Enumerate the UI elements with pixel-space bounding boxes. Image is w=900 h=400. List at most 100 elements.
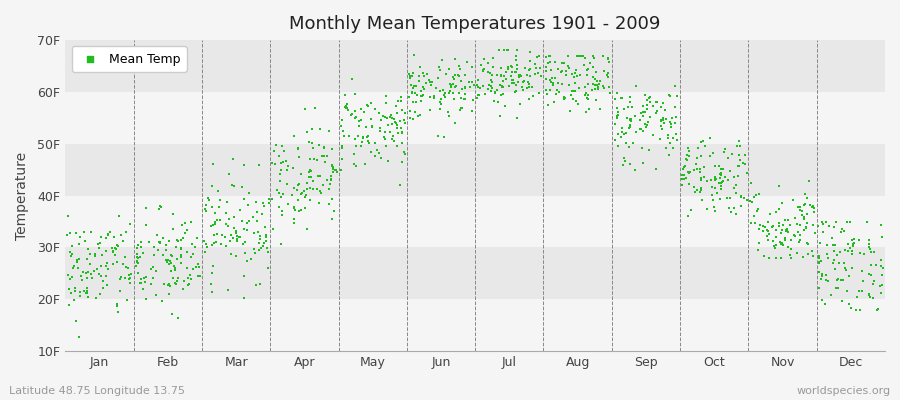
Point	[522, 96, 536, 102]
Point	[310, 186, 325, 192]
Point	[112, 213, 127, 220]
Point	[61, 302, 76, 308]
Point	[670, 93, 685, 99]
Point	[434, 100, 448, 107]
Point	[572, 100, 586, 107]
Point	[130, 251, 144, 257]
Point	[590, 69, 604, 76]
Point	[580, 92, 595, 98]
Point	[359, 124, 374, 130]
Point	[752, 226, 766, 232]
Point	[615, 125, 629, 132]
Point	[681, 145, 696, 151]
Point	[860, 218, 874, 225]
Point	[568, 88, 582, 94]
Point	[354, 142, 368, 149]
Point	[758, 223, 772, 230]
Point	[476, 68, 491, 74]
Point	[452, 72, 466, 79]
Point	[694, 174, 708, 181]
Point	[565, 71, 580, 77]
Point	[324, 196, 338, 202]
Point	[812, 253, 826, 259]
Point	[423, 79, 437, 86]
Point	[692, 188, 706, 195]
Point	[745, 198, 760, 205]
Point	[542, 52, 556, 59]
Point	[274, 167, 288, 173]
Point	[443, 88, 457, 94]
Point	[338, 104, 352, 110]
Point	[867, 249, 881, 255]
Point	[219, 221, 233, 228]
Point	[724, 209, 738, 216]
Point	[92, 271, 106, 278]
Point	[589, 69, 603, 76]
Point	[61, 213, 76, 220]
Point	[862, 237, 877, 243]
Point	[760, 233, 774, 240]
Point	[705, 192, 719, 198]
Point	[623, 124, 637, 130]
Point	[177, 220, 192, 226]
Point	[427, 94, 441, 101]
Point	[292, 181, 307, 188]
Point	[171, 238, 185, 244]
Point	[232, 206, 247, 213]
Point	[729, 190, 743, 196]
Point	[586, 80, 600, 87]
Point	[64, 243, 78, 250]
Point	[681, 153, 696, 160]
Point	[124, 270, 139, 277]
Point	[784, 246, 798, 252]
Point	[707, 208, 722, 214]
Point	[453, 106, 467, 113]
Point	[624, 116, 638, 122]
Point	[417, 73, 431, 80]
Point	[358, 160, 373, 167]
Point	[199, 202, 213, 208]
Point	[752, 246, 766, 253]
Point	[274, 160, 289, 166]
Point	[153, 240, 167, 246]
Point	[836, 228, 850, 234]
Point	[861, 240, 876, 247]
Point	[166, 211, 181, 218]
Point	[768, 245, 782, 251]
Point	[447, 76, 462, 82]
Point	[488, 90, 502, 96]
Point	[78, 290, 93, 296]
Point	[614, 134, 628, 140]
Point	[223, 232, 238, 238]
Point	[770, 242, 784, 248]
Point	[659, 145, 673, 151]
Point	[474, 62, 489, 69]
Point	[762, 231, 777, 238]
Point	[733, 143, 747, 149]
Point	[800, 240, 814, 247]
Point	[638, 121, 652, 127]
Point	[668, 104, 682, 110]
Point	[591, 86, 606, 92]
Point	[787, 232, 801, 238]
Point	[851, 237, 866, 243]
Point	[756, 223, 770, 230]
Point	[72, 241, 86, 248]
Point	[119, 264, 133, 270]
Point	[828, 242, 842, 248]
Point	[110, 302, 124, 309]
Point	[590, 97, 604, 103]
Point	[418, 80, 433, 87]
Point	[129, 263, 143, 269]
Point	[221, 287, 236, 294]
Point	[577, 62, 591, 68]
Point	[351, 133, 365, 139]
Point	[326, 166, 340, 173]
Point	[460, 59, 474, 65]
Point	[232, 234, 247, 240]
Point	[522, 67, 536, 73]
Point	[642, 95, 656, 102]
Point	[740, 170, 754, 176]
Point	[769, 255, 783, 261]
Point	[152, 238, 166, 245]
